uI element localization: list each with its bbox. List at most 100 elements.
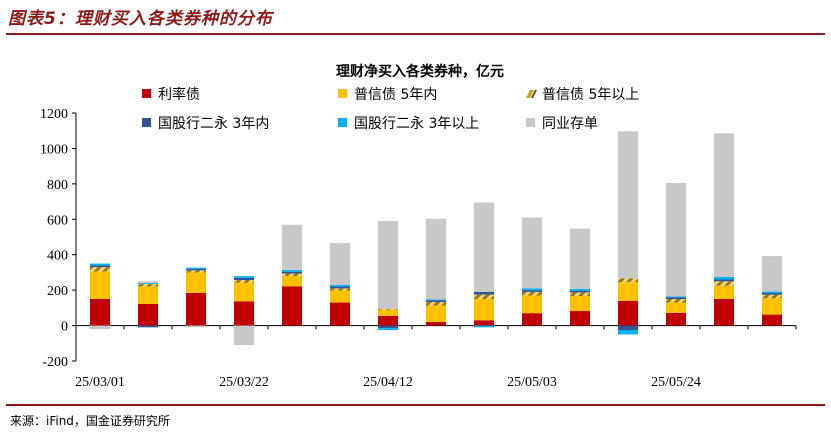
bar-segment <box>666 302 686 313</box>
legend-swatch <box>338 89 347 98</box>
y-tick-label: 0 <box>61 320 68 335</box>
bar-segment <box>378 315 398 326</box>
bar-segment <box>762 314 782 326</box>
bar-segment <box>138 325 158 328</box>
bar-segment <box>282 273 302 276</box>
x-tick-label: 25/03/22 <box>219 375 269 390</box>
y-tick-label: 1200 <box>40 107 68 122</box>
bar-segment <box>282 286 302 326</box>
x-tick-label: 25/05/24 <box>651 375 701 390</box>
bar-segment <box>330 286 350 289</box>
bar-segment <box>378 325 398 329</box>
bar-segment <box>378 221 398 309</box>
figure-title: 图表5：理财买入各类券种的分布 <box>8 9 273 29</box>
bar-segment <box>426 322 446 326</box>
legend-label: 普信债 5年以上 <box>542 87 639 103</box>
legend-item: 国股行二永 3年以上 <box>338 116 479 132</box>
bar-segment <box>618 300 638 326</box>
bar-segment <box>666 296 686 298</box>
bar-segment <box>282 271 302 274</box>
legend-label: 普信债 5年内 <box>354 87 437 103</box>
x-tick-label: 25/03/01 <box>75 375 125 390</box>
bar-segment <box>714 299 734 326</box>
bar-segment <box>138 281 158 284</box>
bar-segment <box>90 265 110 268</box>
y-tick-label: 200 <box>47 284 68 299</box>
y-tick-label: 400 <box>47 249 68 264</box>
bar-segment <box>378 309 398 316</box>
bar-segment <box>762 298 782 315</box>
bar-segment <box>330 284 350 287</box>
bar-segment <box>138 286 158 304</box>
bar-segment <box>666 312 686 326</box>
bar-segment <box>186 267 206 269</box>
bar-segment <box>90 325 110 330</box>
legend-item: 普信债 5年以上 <box>526 87 639 103</box>
legend-swatch-stripe <box>531 90 537 98</box>
footer-rule <box>6 404 825 406</box>
bar-segment <box>186 270 206 273</box>
bar-segment <box>474 202 494 292</box>
x-axis: 25/03/01 25/03/22 25/04/12 25/05/03 25/05/24 <box>75 325 797 390</box>
bar-segment <box>378 328 398 330</box>
bar-segment <box>234 277 254 281</box>
bar-segment <box>90 271 110 299</box>
legend-swatch <box>142 89 151 98</box>
bar-segment <box>522 288 542 291</box>
bar-segment <box>234 276 254 278</box>
legend-swatch <box>526 118 535 127</box>
legend-item: 利率债 <box>142 86 200 103</box>
bars <box>90 131 782 346</box>
bar-segment <box>522 291 542 296</box>
bar-segment <box>234 280 254 283</box>
bar-segment <box>138 283 158 284</box>
bar-segment <box>714 133 734 277</box>
bar-segment <box>570 288 590 291</box>
legend-item: 同业存单 <box>526 116 598 132</box>
bar-segment <box>762 292 782 295</box>
bar-segment <box>522 217 542 289</box>
bar-segment <box>426 302 446 306</box>
bar-segment <box>186 325 206 328</box>
legend-label: 国股行二永 3年内 <box>158 116 269 132</box>
bar-segment <box>666 297 686 299</box>
legend-label: 利率债 <box>158 86 200 103</box>
bar-segment <box>282 275 302 287</box>
bar-segment <box>618 278 638 283</box>
legend-label: 同业存单 <box>542 116 598 132</box>
y-tick-label: 1000 <box>40 142 68 157</box>
legend-swatch <box>338 118 347 127</box>
bar-segment <box>330 290 350 303</box>
legend-label: 国股行二永 3年以上 <box>354 116 479 132</box>
bar-segment <box>666 182 686 297</box>
bar-segment <box>474 325 494 328</box>
bar-segment <box>90 299 110 326</box>
bar-segment <box>426 218 446 300</box>
bar-segment <box>714 285 734 299</box>
legend-swatch <box>526 90 534 98</box>
bar-segment <box>666 299 686 303</box>
bar-segment <box>138 303 158 326</box>
bar-segment <box>234 301 254 326</box>
bar-segment <box>426 299 446 301</box>
bar-segment <box>570 311 590 326</box>
y-axis: -200 0 200 400 600 800 1000 1200 <box>40 107 77 370</box>
legend-item: 国股行二永 3年内 <box>142 116 269 132</box>
bar-segment <box>90 263 110 266</box>
bar-segment <box>618 131 638 279</box>
source-note: 来源：iFind，国金证券研究所 <box>10 414 170 428</box>
bar-segment <box>474 294 494 299</box>
bar-segment <box>522 295 542 314</box>
bar-segment <box>330 302 350 326</box>
bar-segment <box>714 276 734 280</box>
bar-segment <box>186 292 206 326</box>
y-tick-label: 800 <box>47 178 68 193</box>
bar-segment <box>762 256 782 292</box>
bar-segment <box>714 279 734 282</box>
bar-segment <box>522 290 542 292</box>
x-tick-label: 25/04/12 <box>363 375 413 390</box>
bar-segment <box>234 325 254 346</box>
bar-segment <box>762 294 782 299</box>
